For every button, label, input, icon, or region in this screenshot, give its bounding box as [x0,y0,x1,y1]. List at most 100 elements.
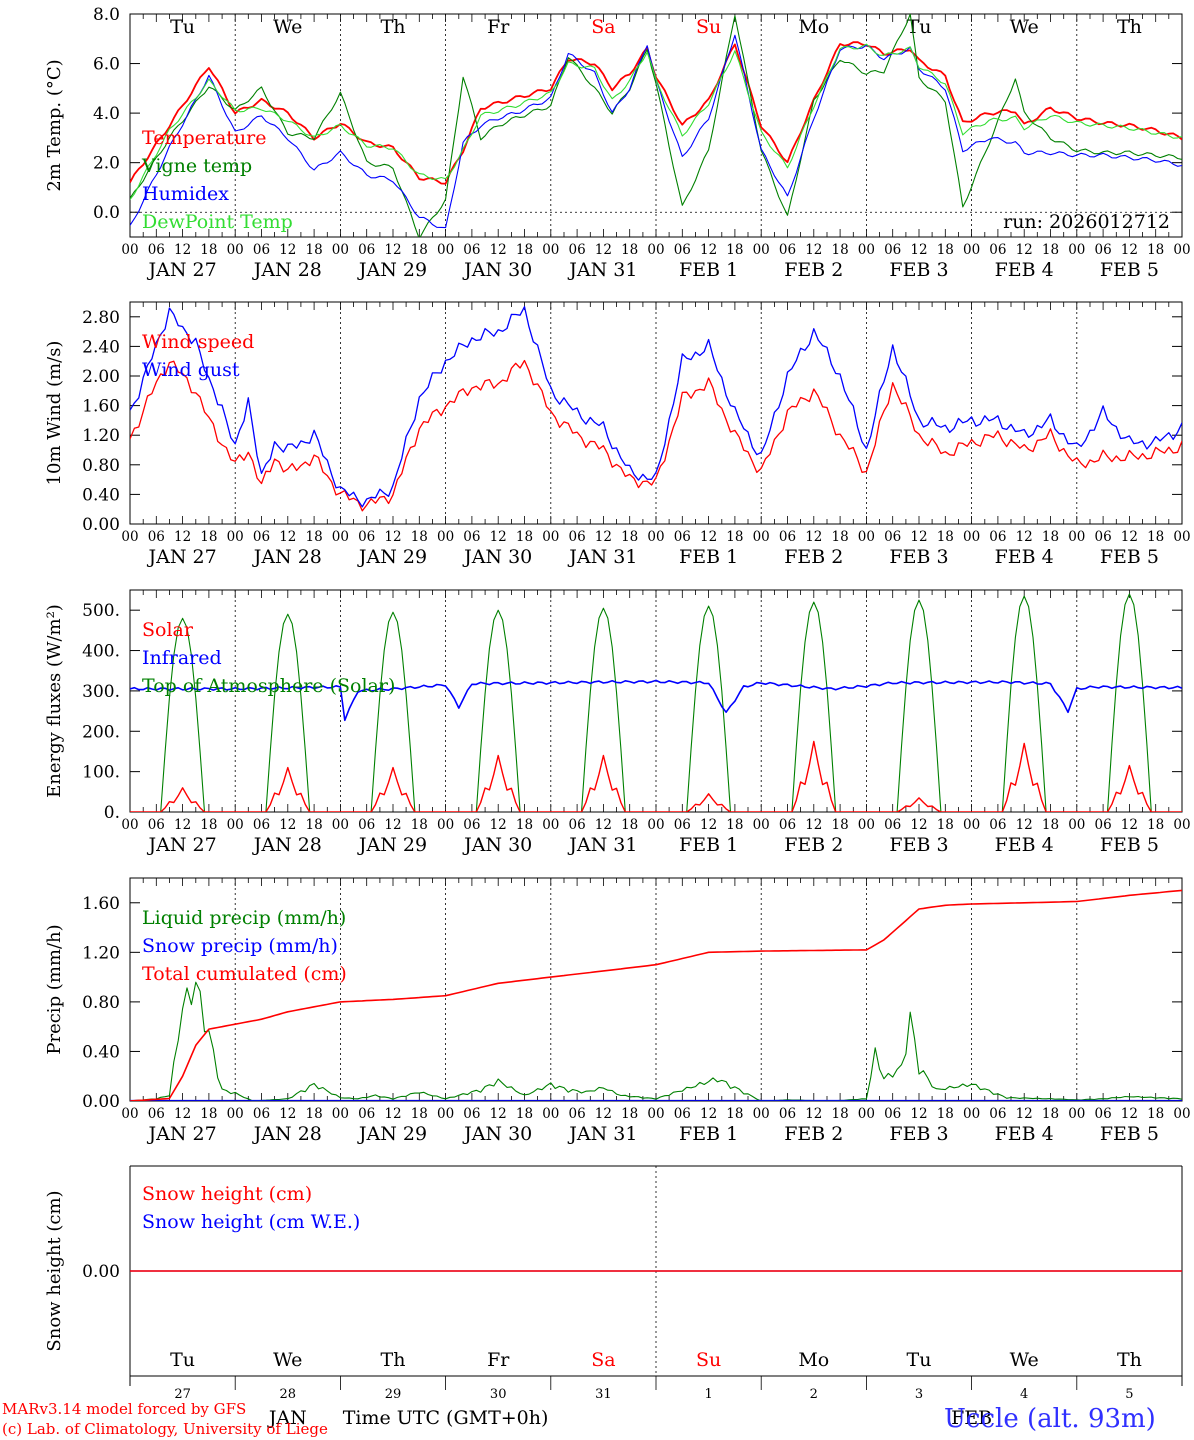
legend-humidex: Humidex [142,183,229,205]
x-hour-label: 12 [490,529,507,545]
weekday-label: We [273,1349,302,1371]
day-number-label: 29 [385,1387,402,1402]
x-hour-label: 18 [200,242,217,258]
credit-model: MARv3.14 model forced by GFS [2,1400,247,1418]
x-hour-label: 12 [1121,1106,1138,1122]
x-hour-label: 00 [963,529,980,545]
x-hour-label: 00 [437,529,454,545]
x-hour-label: 18 [832,817,849,833]
x-date-label: JAN 27 [147,1123,217,1145]
x-hour-label: 00 [332,529,349,545]
x-hour-label: 00 [227,817,244,833]
x-date-label: FEB 1 [679,834,738,856]
x-hour-label: 18 [1147,817,1164,833]
y-tick-label: 300. [82,682,120,702]
y-tick-label: 0.40 [82,1042,120,1062]
x-hour-label: 06 [463,529,480,545]
x-hour-label: 06 [884,817,901,833]
x-hour-label: 00 [1173,529,1190,545]
x-hour-label: 18 [1042,242,1059,258]
x-hour-label: 18 [726,817,743,833]
x-hour-label: 06 [884,529,901,545]
x-hour-label: 06 [569,529,586,545]
x-hour-label: 12 [279,242,296,258]
x-hour-label: 12 [595,1106,612,1122]
x-date-label: FEB 2 [784,834,843,856]
x-hour-label: 18 [621,817,638,833]
x-hour-label: 06 [884,1106,901,1122]
day-number-label: 31 [595,1387,612,1402]
legend-temperature: Temperature [142,127,266,149]
x-hour-label: 12 [174,1106,191,1122]
x-hour-label: 18 [726,529,743,545]
x-date-label: JAN 29 [357,1123,427,1145]
x-hour-label: 00 [647,817,664,833]
x-date-label: JAN 28 [252,1123,322,1145]
time-axis-label: Time UTC (GMT+0h) [343,1407,549,1429]
series-dewpoint-temp [130,43,1182,200]
x-hour-label: 00 [753,1106,770,1122]
x-date-label: JAN 27 [147,259,217,281]
y-tick-label: 4.0 [93,104,120,124]
y-tick-label: 1.60 [82,397,120,417]
x-hour-label: 12 [1016,242,1033,258]
x-hour-label: 12 [1121,242,1138,258]
legend-snow-height-cm-w-e-: Snow height (cm W.E.) [142,1211,360,1233]
x-hour-label: 12 [174,529,191,545]
x-hour-label: 06 [358,817,375,833]
credit-lab: (c) Lab. of Climatology, University of L… [2,1420,328,1438]
day-number-label: 3 [915,1387,923,1402]
x-hour-label: 06 [674,529,691,545]
x-hour-label: 12 [174,817,191,833]
x-hour-label: 18 [621,242,638,258]
x-hour-label: 00 [332,242,349,258]
x-hour-label: 12 [805,1106,822,1122]
weekday-label: Th [1117,16,1142,38]
y-tick-label: 2.80 [82,308,120,328]
x-hour-label: 00 [647,242,664,258]
x-hour-label: 18 [411,242,428,258]
y-axis-label: 2m Temp. (°C) [44,59,65,191]
y-axis-label: Energy fluxes (W/m²) [44,604,65,798]
weekday-label: Su [696,1349,721,1371]
x-hour-label: 12 [384,242,401,258]
y-tick-label: 500. [82,601,120,621]
x-date-label: JAN 28 [252,834,322,856]
x-date-label: JAN 31 [567,546,637,568]
x-hour-label: 06 [253,1106,270,1122]
x-date-label: FEB 5 [1100,834,1159,856]
x-date-label: JAN 29 [357,259,427,281]
x-date-label: JAN 28 [252,259,322,281]
series-infrared [130,679,1182,722]
x-hour-label: 00 [753,242,770,258]
x-hour-label: 06 [569,817,586,833]
x-hour-label: 12 [1016,817,1033,833]
weekday-label: Tu [170,16,195,38]
weekday-label: Th [381,1349,406,1371]
series-temperature [130,41,1182,185]
legend-dewpoint-temp: DewPoint Temp [142,211,293,233]
y-tick-label: 0.00 [82,1092,120,1112]
x-date-label: FEB 3 [889,546,948,568]
x-hour-label: 12 [910,817,927,833]
series-vigne-temp [130,14,1182,237]
x-hour-label: 06 [779,817,796,833]
x-hour-label: 06 [1095,1106,1112,1122]
x-hour-label: 18 [306,242,323,258]
x-date-label: JAN 27 [147,546,217,568]
legend-total-cumulated-cm-: Total cumulated (cm) [142,963,347,985]
x-hour-label: 00 [647,1106,664,1122]
y-axis-label: Precip (mm/h) [44,924,65,1054]
x-hour-label: 06 [463,1106,480,1122]
x-hour-label: 00 [542,242,559,258]
x-date-label: FEB 4 [995,834,1054,856]
x-hour-label: 06 [674,1106,691,1122]
x-hour-label: 18 [1042,1106,1059,1122]
series-wind-speed [130,359,1182,512]
x-date-label: FEB 3 [889,1123,948,1145]
x-hour-label: 06 [989,817,1006,833]
x-hour-label: 18 [200,1106,217,1122]
x-hour-label: 00 [963,817,980,833]
x-date-label: FEB 1 [679,259,738,281]
x-hour-label: 12 [910,1106,927,1122]
